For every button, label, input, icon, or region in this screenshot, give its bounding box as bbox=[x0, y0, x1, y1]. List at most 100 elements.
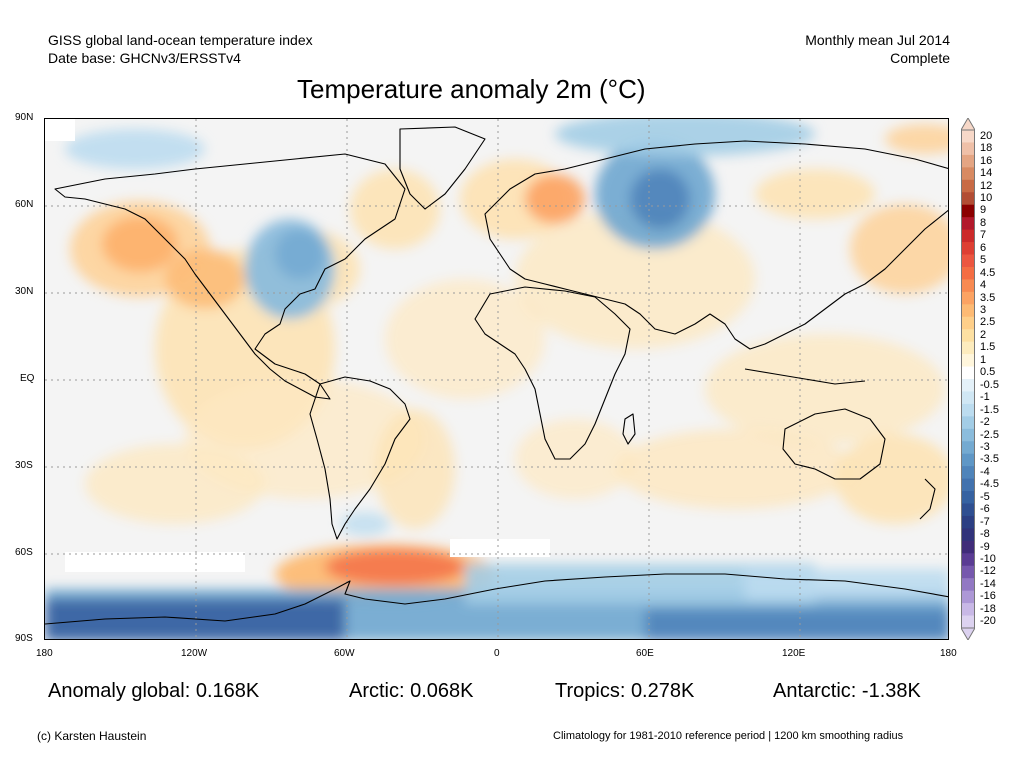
eurasia-outline bbox=[484, 140, 948, 350]
colorbar-tick-label: 16 bbox=[980, 154, 993, 167]
lat-label-30s: 30S bbox=[15, 460, 33, 471]
colorbar-swatch bbox=[961, 229, 975, 243]
antarctica-outline bbox=[45, 573, 948, 625]
colorbar-tick-label: -4 bbox=[980, 465, 990, 478]
colorbar-tick-label: 2 bbox=[980, 328, 987, 341]
colorbar-swatch bbox=[961, 428, 975, 442]
map-svg bbox=[45, 119, 948, 639]
colorbar-tick-label: -18 bbox=[980, 602, 996, 615]
lon-label-180w: 180 bbox=[36, 648, 53, 659]
colorbar-tick-label: 18 bbox=[980, 142, 993, 155]
copyright-label: (c) Karsten Haustein bbox=[37, 729, 147, 743]
africa-outline bbox=[474, 286, 631, 460]
colorbar-swatch bbox=[961, 142, 975, 156]
colorbar-swatch bbox=[961, 304, 975, 318]
lat-label-eq: EQ bbox=[20, 373, 35, 384]
colorbar-swatch bbox=[961, 341, 975, 355]
colorbar-tick-label: 10 bbox=[980, 191, 993, 204]
stat-tropics: Tropics: 0.278K bbox=[555, 680, 695, 702]
stat-arctic: Arctic: 0.068K bbox=[349, 680, 474, 702]
colorbar-tick-label: -3.5 bbox=[980, 453, 999, 466]
colorbar-tick-label: -2.5 bbox=[980, 428, 999, 441]
colorbar-swatch bbox=[961, 329, 975, 343]
missing-data-patch bbox=[45, 119, 75, 141]
lon-label-60e: 60E bbox=[636, 648, 654, 659]
colorbar-swatch bbox=[961, 192, 975, 206]
lat-label-90n: 90N bbox=[15, 112, 34, 123]
colorbar-tick-label: 0.5 bbox=[980, 366, 996, 379]
colorbar-swatch bbox=[961, 453, 975, 467]
colorbar-tick-label: 12 bbox=[980, 179, 993, 192]
colorbar-swatch bbox=[961, 179, 975, 193]
colorbar-swatch bbox=[961, 379, 975, 392]
colorbar-tick-label: 3 bbox=[980, 304, 987, 317]
colorbar-swatch bbox=[961, 603, 975, 617]
colorbar-tick-label: 7 bbox=[980, 229, 987, 242]
colorbar-swatch bbox=[961, 204, 975, 218]
anomaly-map bbox=[44, 118, 949, 640]
colorbar-tick-label: 4 bbox=[980, 279, 987, 292]
colorbar-swatch bbox=[961, 130, 975, 143]
colorbar-tick-label: -3 bbox=[980, 440, 990, 453]
lon-label-180e: 180 bbox=[940, 648, 957, 659]
colorbar-tick-label: 8 bbox=[980, 216, 987, 229]
colorbar-tick-label: -9 bbox=[980, 540, 990, 553]
colorbar-bottom-arrow bbox=[960, 627, 976, 641]
map-title: Temperature anomaly 2m (°C) bbox=[297, 74, 646, 104]
colorbar-tick-label: -16 bbox=[980, 590, 996, 603]
colorbar-tick-label: -7 bbox=[980, 515, 990, 528]
missing-data-patch bbox=[450, 539, 550, 557]
database-label: Date base: GHCNv3/ERSSTv4 bbox=[48, 50, 241, 66]
colorbar-tick-label: 3.5 bbox=[980, 291, 996, 304]
colorbar-swatch bbox=[961, 515, 975, 529]
lon-label-60w: 60W bbox=[334, 648, 355, 659]
colorbar-tick-label: -1.5 bbox=[980, 403, 999, 416]
colorbar-swatch bbox=[961, 565, 975, 579]
colorbar-swatch bbox=[961, 590, 975, 604]
lat-label-30n: 30N bbox=[15, 286, 34, 297]
colorbar-tick-label: 5 bbox=[980, 254, 987, 267]
lat-label-60s: 60S bbox=[15, 547, 33, 558]
colorbar-swatch bbox=[961, 217, 975, 231]
north-america-outline bbox=[54, 153, 406, 400]
south-america-outline bbox=[309, 376, 411, 540]
colorbar-swatch bbox=[961, 366, 975, 380]
australia-outline bbox=[782, 408, 886, 480]
colorbar-swatch bbox=[961, 403, 975, 417]
madagascar-outline bbox=[622, 413, 636, 445]
colorbar-tick-label: 1 bbox=[980, 353, 987, 366]
gridlines bbox=[45, 119, 948, 639]
coastlines bbox=[45, 126, 948, 625]
anomaly-field bbox=[45, 119, 948, 639]
colorbar-tick-label: 9 bbox=[980, 204, 987, 217]
colorbar-tick-label: -8 bbox=[980, 528, 990, 541]
status-label: Complete bbox=[890, 50, 950, 66]
colorbar-swatch bbox=[961, 540, 975, 554]
colorbar-tick-label: 4.5 bbox=[980, 266, 996, 279]
colorbar-tick-label: 1.5 bbox=[980, 341, 996, 354]
colorbar-swatch bbox=[961, 279, 975, 293]
colorbar-tick-label: -20 bbox=[980, 615, 996, 628]
colorbar-swatch bbox=[961, 615, 975, 629]
colorbar-swatch bbox=[961, 578, 975, 592]
lon-label-120w: 120W bbox=[181, 648, 208, 659]
colorbar-tick-label: -6 bbox=[980, 503, 990, 516]
colorbar-tick-label: -5 bbox=[980, 490, 990, 503]
colorbar-top-arrow bbox=[960, 117, 976, 131]
stat-global: Anomaly global: 0.168K bbox=[48, 680, 260, 702]
colorbar-swatch bbox=[961, 528, 975, 542]
colorbar-tick-label: -0.5 bbox=[980, 378, 999, 391]
dataset-title: GISS global land-ocean temperature index bbox=[48, 32, 313, 48]
colorbar-tick-label: -10 bbox=[980, 553, 996, 566]
colorbar-tick-label: -2 bbox=[980, 416, 990, 429]
lat-label-90s: 90S bbox=[15, 633, 33, 644]
stat-antarctic: Antarctic: -1.38K bbox=[773, 680, 921, 702]
colorbar-tick-label: 2.5 bbox=[980, 316, 996, 329]
period-label: Monthly mean Jul 2014 bbox=[805, 32, 950, 48]
colorbar-tick-label: 6 bbox=[980, 241, 987, 254]
colorbar-swatch bbox=[961, 316, 975, 330]
colorbar-swatch bbox=[961, 491, 975, 504]
colorbar-tick-label: -12 bbox=[980, 565, 996, 578]
colorbar-swatch bbox=[961, 242, 975, 255]
indonesia-outline bbox=[744, 368, 866, 385]
